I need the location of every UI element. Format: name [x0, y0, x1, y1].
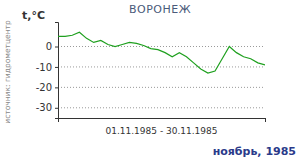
y-tick: -20	[36, 82, 58, 93]
source-note: источник: гидрометцентр	[3, 20, 12, 124]
x-axis-line	[59, 119, 266, 123]
y-tick-mark	[55, 87, 58, 88]
x-axis	[59, 118, 266, 122]
chart: 0 -10 -20 -30 ВОРОНЕЖ t,°C 01.11.1985 - 30.11.…	[0, 0, 300, 160]
y-axis: 0 -10 -20 -30	[36, 23, 59, 119]
y-tick-mark	[55, 67, 58, 68]
grid-line	[58, 46, 265, 47]
y-tick: -30	[36, 102, 58, 113]
x-tick-mark	[265, 118, 266, 122]
grid	[58, 47, 265, 108]
y-tick-mark	[55, 47, 58, 48]
y-tick-label: -10	[36, 62, 52, 73]
grid-line	[58, 107, 265, 108]
x-tick-mark	[58, 118, 59, 122]
y-tick: 0	[46, 41, 58, 52]
grid-line	[58, 87, 265, 88]
plot-area	[58, 32, 265, 73]
y-axis-line	[55, 23, 59, 119]
y-tick-label: 0	[46, 41, 52, 52]
grid-line	[58, 66, 265, 67]
x-tick	[265, 118, 266, 122]
y-tick-label: -20	[36, 82, 52, 93]
temperature-line	[58, 32, 265, 73]
subtitle: ноябрь, 1985	[213, 145, 296, 158]
x-tick	[58, 118, 59, 122]
y-tick: -10	[36, 62, 58, 73]
y-tick-label: -30	[36, 102, 52, 113]
x-label: 01.11.1985 - 30.11.1985	[105, 126, 217, 136]
y-tick-mark	[55, 108, 58, 109]
title: ВОРОНЕЖ	[129, 3, 191, 16]
y-label: t,°C	[22, 9, 45, 22]
